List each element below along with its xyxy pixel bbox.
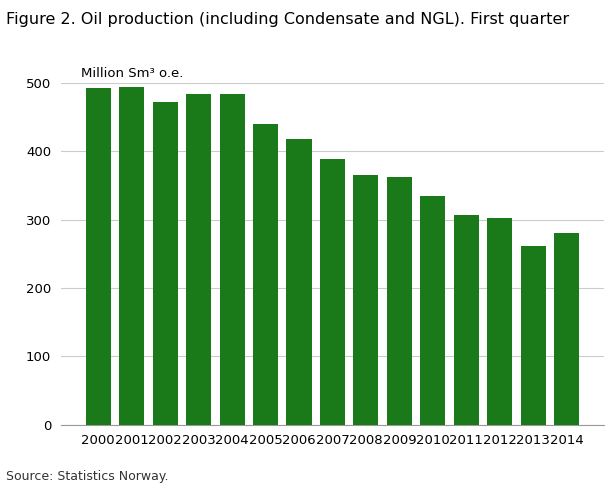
Bar <box>554 233 580 425</box>
Text: Figure 2. Oil production (including Condensate and NGL). First quarter: Figure 2. Oil production (including Cond… <box>6 12 569 27</box>
Bar <box>320 159 345 425</box>
Bar <box>186 94 211 425</box>
Bar <box>420 196 445 425</box>
Bar <box>253 124 278 425</box>
Text: Source: Statistics Norway.: Source: Statistics Norway. <box>6 470 168 483</box>
Bar <box>387 177 412 425</box>
Bar <box>119 87 144 425</box>
Bar <box>152 102 178 425</box>
Bar <box>353 175 378 425</box>
Bar <box>287 139 312 425</box>
Bar <box>521 246 546 425</box>
Bar <box>220 94 245 425</box>
Bar <box>85 88 111 425</box>
Bar <box>487 218 512 425</box>
Bar <box>454 215 479 425</box>
Text: Million Sm³ o.e.: Million Sm³ o.e. <box>82 66 184 80</box>
